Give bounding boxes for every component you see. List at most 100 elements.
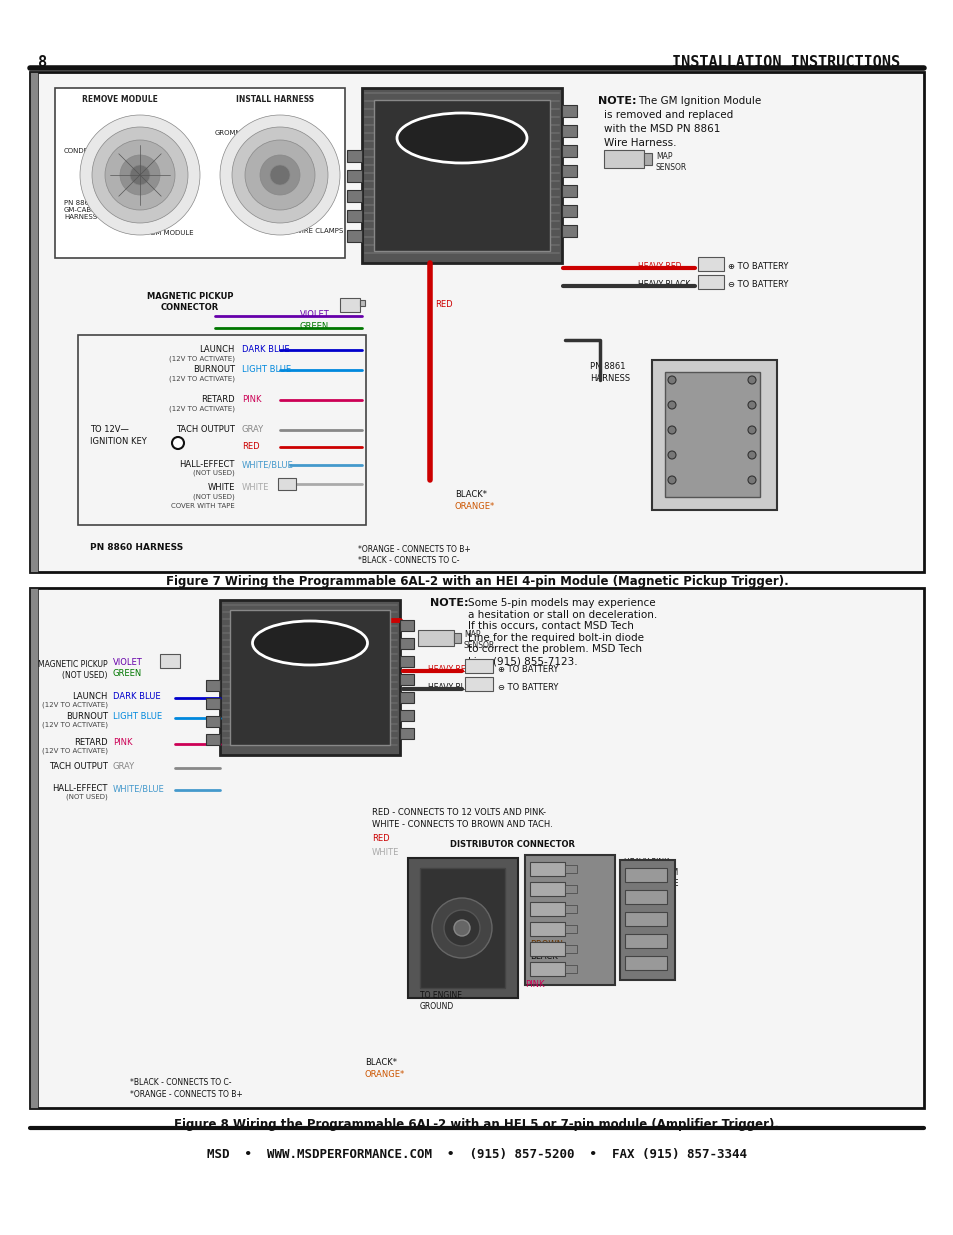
Bar (643, 153, 651, 165)
Bar (530, 882, 564, 897)
Bar (408, 858, 517, 998)
Text: RED: RED (242, 442, 259, 451)
Bar (624, 956, 666, 969)
Text: PN 8860 HARNESS: PN 8860 HARNESS (90, 543, 183, 552)
Bar (664, 372, 760, 496)
Text: LIGHT BLUE: LIGHT BLUE (242, 366, 291, 374)
Text: BURNOUT: BURNOUT (193, 366, 234, 374)
Text: www.msdignition.com: www.msdignition.com (423, 224, 500, 228)
Bar (206, 680, 220, 692)
Text: TO 12V—: TO 12V— (90, 425, 129, 433)
Text: HEAVY BLACK: HEAVY BLACK (638, 280, 690, 289)
Circle shape (245, 140, 314, 210)
Bar (698, 257, 723, 270)
Bar (359, 300, 365, 306)
Text: GROUND: GROUND (670, 420, 708, 429)
Bar (561, 165, 577, 177)
Text: LAUNCH: LAUNCH (199, 345, 234, 354)
Bar (206, 698, 220, 709)
Bar (564, 965, 577, 973)
Text: PROGRAMMABLE: PROGRAMMABLE (426, 168, 497, 177)
Circle shape (747, 475, 755, 484)
Bar (561, 144, 577, 157)
Bar (417, 630, 454, 646)
Text: RED: RED (336, 730, 355, 739)
Text: WHITE - CONNECTS TO BROWN AND TACH.: WHITE - CONNECTS TO BROWN AND TACH. (372, 820, 552, 829)
Text: GROMMET: GROMMET (214, 130, 251, 136)
Bar (624, 934, 666, 948)
Ellipse shape (253, 621, 367, 664)
Bar (464, 677, 493, 692)
Text: INSTALLATION INSTRUCTIONS: INSTALLATION INSTRUCTIONS (671, 56, 899, 70)
Text: NOTE:: NOTE: (430, 598, 468, 608)
Bar (530, 962, 564, 976)
Text: Some 5-pin models may experience
a hesitation or stall on deceleration.
If this : Some 5-pin models may experience a hesit… (468, 598, 657, 666)
Text: Figure 7 Wiring the Programmable 6AL-2 with an HEI 4-pin Module (Magnetic Pickup: Figure 7 Wiring the Programmable 6AL-2 w… (166, 576, 787, 588)
Text: MSD: MSD (279, 630, 339, 655)
Text: RED - CONNECTS TO 12 VOLTS AND PINK-: RED - CONNECTS TO 12 VOLTS AND PINK- (372, 808, 545, 818)
Text: IGNITION!: IGNITION! (435, 144, 489, 156)
Text: GROUND: GROUND (419, 1002, 454, 1011)
Text: SENSOR: SENSOR (656, 163, 686, 172)
Text: GREEN: GREEN (299, 322, 329, 331)
Circle shape (91, 127, 188, 224)
Text: BLACK*: BLACK* (455, 490, 486, 499)
Circle shape (120, 156, 160, 195)
Text: PROGRAMMABLE: PROGRAMMABLE (277, 668, 342, 677)
Text: TO ENGINE: TO ENGINE (666, 408, 713, 417)
Text: MAP: MAP (463, 630, 480, 638)
Text: (12V TO ACTIVATE): (12V TO ACTIVATE) (42, 722, 108, 729)
Bar (399, 710, 414, 721)
Text: RETARD: RETARD (201, 395, 234, 404)
Bar (206, 716, 220, 727)
Bar (230, 610, 390, 745)
Text: TACH OUTPUT: TACH OUTPUT (49, 762, 108, 771)
Circle shape (747, 426, 755, 433)
Text: NOTE:: NOTE: (598, 96, 636, 106)
Text: REMOVE MODULE: REMOVE MODULE (82, 95, 158, 104)
Bar (624, 868, 666, 882)
Text: WHITE: WHITE (372, 848, 399, 857)
Bar (399, 656, 414, 667)
Bar (399, 638, 414, 650)
Text: IGNITION!: IGNITION! (284, 650, 335, 659)
Circle shape (747, 451, 755, 459)
Bar (347, 190, 361, 203)
Text: MAP: MAP (656, 152, 672, 161)
Text: (12V TO ACTIVATE): (12V TO ACTIVATE) (169, 375, 234, 382)
Text: LAUNCH: LAUNCH (72, 692, 108, 701)
Circle shape (260, 156, 299, 195)
Text: TACH OUTPUT: TACH OUTPUT (176, 425, 234, 433)
Text: *ORANGE - CONNECTS TO B+: *ORANGE - CONNECTS TO B+ (357, 545, 470, 555)
Bar (374, 100, 550, 251)
Text: GRAY: GRAY (242, 425, 264, 433)
Bar (564, 925, 577, 932)
Circle shape (172, 437, 184, 450)
Text: PINK: PINK (242, 395, 261, 404)
Text: (NOT USED): (NOT USED) (63, 671, 108, 680)
Text: HALL-EFFECT: HALL-EFFECT (52, 784, 108, 793)
Bar (206, 734, 220, 745)
Text: PN 8861
GM-CABLE
HARNESS: PN 8861 GM-CABLE HARNESS (64, 200, 100, 220)
Bar (603, 149, 643, 168)
Text: GM MODULE: GM MODULE (150, 230, 193, 236)
Circle shape (80, 115, 200, 235)
Circle shape (270, 165, 290, 185)
Text: PN 64220: PN 64220 (293, 705, 327, 711)
Text: (12V TO ACTIVATE): (12V TO ACTIVATE) (42, 701, 108, 709)
Text: (NOT USED): (NOT USED) (193, 471, 234, 477)
Bar (698, 275, 723, 289)
Text: COVER WITH TAPE: COVER WITH TAPE (172, 503, 234, 509)
Text: CONNECTOR: CONNECTOR (161, 303, 219, 312)
Text: SENSOR: SENSOR (463, 641, 495, 650)
Circle shape (130, 165, 150, 185)
Text: 8: 8 (38, 56, 47, 70)
Text: *ORANGE - CONNECTS TO B+: *ORANGE - CONNECTS TO B+ (130, 1091, 242, 1099)
Text: The GM Ignition Module: The GM Ignition Module (638, 96, 760, 106)
Text: BROWN: BROWN (530, 940, 562, 948)
Bar (30, 588, 38, 1108)
Text: INSTALL HARNESS: INSTALL HARNESS (235, 95, 314, 104)
Bar (564, 864, 577, 873)
Text: LIGHT BLUE: LIGHT BLUE (112, 713, 162, 721)
Circle shape (747, 375, 755, 384)
